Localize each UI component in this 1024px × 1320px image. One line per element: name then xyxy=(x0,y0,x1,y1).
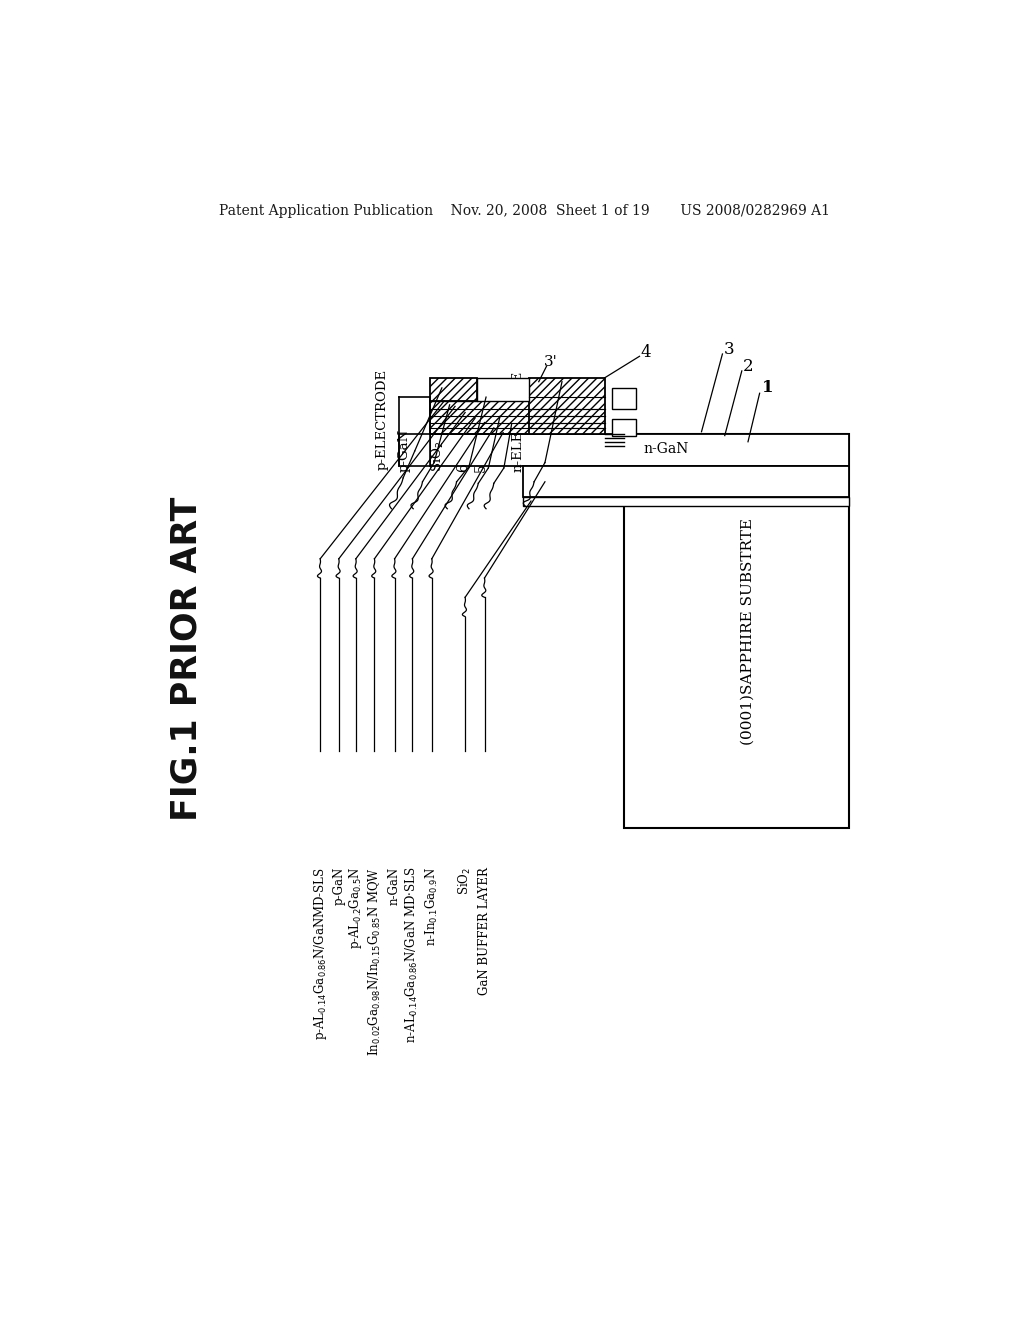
Text: 3': 3' xyxy=(544,355,557,370)
Text: SiO$_2$: SiO$_2$ xyxy=(430,441,446,471)
Text: (0001)SAPPHIRE SUBSTRTE: (0001)SAPPHIRE SUBSTRTE xyxy=(741,517,755,744)
Text: FIG.1 PRIOR ART: FIG.1 PRIOR ART xyxy=(169,496,203,821)
Text: p-AL$_{0.2}$Ga$_{0.5}$N: p-AL$_{0.2}$Ga$_{0.5}$N xyxy=(347,867,365,949)
Text: 3: 3 xyxy=(723,341,734,358)
Text: 1: 1 xyxy=(762,379,773,396)
Text: n-GaN: n-GaN xyxy=(388,867,401,906)
Text: n-In$_{0.1}$Ga$_{0.9}$N: n-In$_{0.1}$Ga$_{0.9}$N xyxy=(424,867,440,946)
Text: Patent Application Publication    Nov. 20, 2008  Sheet 1 of 19       US 2008/028: Patent Application Publication Nov. 20, … xyxy=(219,203,830,218)
Text: n-ELECTRODE: n-ELECTRODE xyxy=(511,371,524,471)
Bar xyxy=(523,498,849,507)
Text: SiO$_2$: SiO$_2$ xyxy=(457,867,473,895)
Bar xyxy=(430,434,849,466)
Bar xyxy=(399,434,430,466)
Bar xyxy=(612,388,636,409)
Text: n-AL$_{0.14}$Ga$_{0.86}$N/GaN MD·SLS: n-AL$_{0.14}$Ga$_{0.86}$N/GaN MD·SLS xyxy=(404,867,421,1043)
Text: p-GaN: p-GaN xyxy=(333,867,345,906)
Bar xyxy=(612,418,636,436)
Text: 6: 6 xyxy=(456,463,470,471)
Text: p-GaN: p-GaN xyxy=(397,429,411,471)
Text: In$_{0.02}$Ga$_{0.98}$N/In$_{0.15}$G$_{0.85}$N MQW: In$_{0.02}$Ga$_{0.98}$N/In$_{0.15}$G$_{0… xyxy=(367,867,383,1056)
Bar xyxy=(624,434,849,829)
Text: 5: 5 xyxy=(474,463,487,471)
Bar xyxy=(430,378,477,401)
Text: GaN BUFFER LAYER: GaN BUFFER LAYER xyxy=(478,867,490,995)
Text: n-GaN: n-GaN xyxy=(643,442,689,457)
Bar xyxy=(523,466,849,498)
Text: p-ELECTRODE: p-ELECTRODE xyxy=(376,370,389,470)
Bar xyxy=(529,378,604,434)
Bar xyxy=(430,401,535,434)
Text: 2: 2 xyxy=(742,358,754,375)
Text: p-AL$_{0.14}$Ga$_{0.86}$N/GaNMD-SLS: p-AL$_{0.14}$Ga$_{0.86}$N/GaNMD-SLS xyxy=(311,867,329,1040)
Text: 4: 4 xyxy=(640,345,651,360)
Bar xyxy=(477,378,529,401)
